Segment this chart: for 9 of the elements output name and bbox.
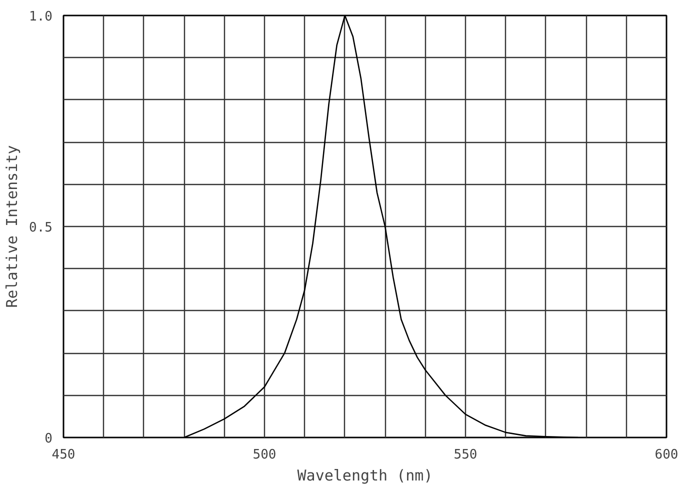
x-tick-label: 600 — [654, 448, 678, 462]
y-tick-label: 1.0 — [29, 10, 53, 24]
x-tick-label: 550 — [454, 448, 478, 462]
y-tick-label: 0 — [44, 432, 52, 446]
x-axis-title: Wavelength (nm) — [297, 466, 433, 484]
y-axis-title: Relative Intensity — [3, 145, 22, 308]
x-tick-label: 450 — [52, 448, 76, 462]
x-tick-label: 500 — [252, 448, 276, 462]
y-tick-label: 0.5 — [29, 220, 53, 236]
